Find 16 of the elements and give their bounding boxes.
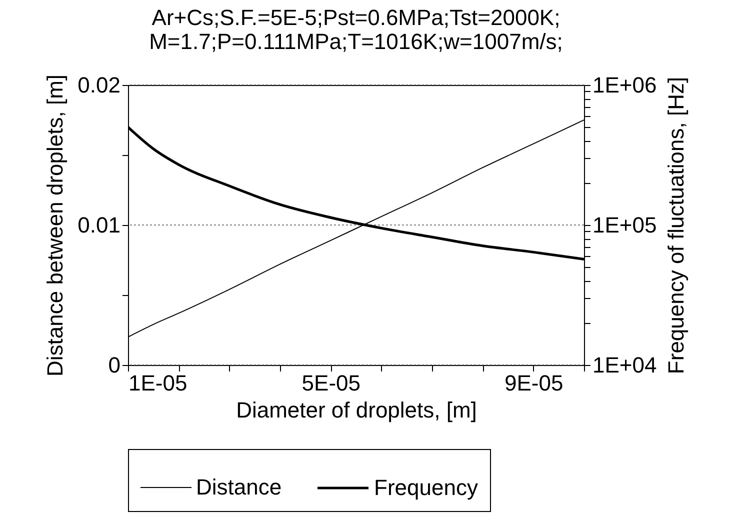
- x-tick-label: 1E-05: [128, 370, 188, 396]
- x-tick-label: 5E-05: [302, 370, 361, 396]
- legend-label: Frequency: [374, 475, 478, 500]
- y-tick-label: 0.02: [78, 72, 120, 98]
- chart-title: Ar+Cs;S.F.=5E-5;Pst=0.6MPa;Tst=2000K; M=1.7;P=0.111MPa;T=1016K;w=1007m/s;: [149, 4, 563, 54]
- x-tick-label: 9E-05: [504, 370, 564, 396]
- legend-label: Distance: [196, 474, 282, 500]
- y2-axis-title: Frequency of fluctuations, [Hz]: [664, 76, 688, 374]
- y2-tick-label: 1E+04: [592, 352, 657, 378]
- x-axis-title: Diameter of droplets, [m]: [236, 398, 477, 422]
- line-series: [128, 120, 584, 338]
- y2-tick-label: 1E+06: [592, 72, 657, 98]
- y-tick-label: 0.01: [78, 212, 120, 238]
- y2-tick-label: 1E+05: [592, 212, 657, 238]
- y-tick-label: 0: [108, 352, 120, 378]
- y-axis-title: Distance between droplets, [m]: [42, 74, 68, 377]
